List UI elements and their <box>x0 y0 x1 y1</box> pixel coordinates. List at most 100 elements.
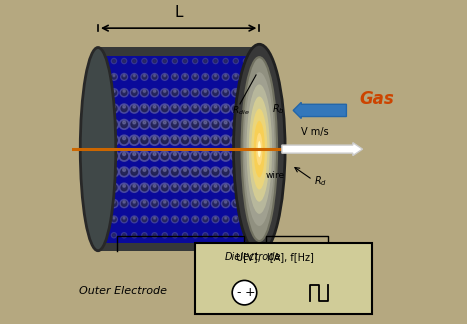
Text: $R_{die}$: $R_{die}$ <box>232 105 249 117</box>
Circle shape <box>110 200 118 208</box>
Ellipse shape <box>241 57 277 241</box>
Circle shape <box>170 183 179 192</box>
Circle shape <box>184 168 186 171</box>
Circle shape <box>221 167 231 177</box>
Circle shape <box>133 201 135 203</box>
Circle shape <box>212 169 219 175</box>
Circle shape <box>231 104 241 113</box>
Circle shape <box>182 216 189 223</box>
Circle shape <box>163 201 166 203</box>
Circle shape <box>121 137 127 144</box>
Circle shape <box>153 168 156 171</box>
Circle shape <box>184 59 187 63</box>
Circle shape <box>129 120 139 129</box>
Circle shape <box>184 75 186 76</box>
Circle shape <box>123 121 126 124</box>
Circle shape <box>170 120 180 129</box>
Circle shape <box>251 167 261 177</box>
Circle shape <box>102 105 105 108</box>
Circle shape <box>152 106 157 111</box>
Circle shape <box>180 104 190 113</box>
Circle shape <box>113 75 115 76</box>
Circle shape <box>212 216 219 223</box>
Circle shape <box>202 169 209 175</box>
Circle shape <box>174 217 176 219</box>
Circle shape <box>151 216 158 223</box>
Circle shape <box>151 74 158 80</box>
Circle shape <box>112 234 116 237</box>
Circle shape <box>129 167 139 177</box>
Circle shape <box>245 105 248 108</box>
Circle shape <box>182 201 188 206</box>
Circle shape <box>149 151 160 161</box>
Circle shape <box>133 90 135 92</box>
Circle shape <box>192 121 198 128</box>
FancyArrow shape <box>282 143 362 156</box>
Circle shape <box>120 200 128 208</box>
Circle shape <box>194 137 197 140</box>
Circle shape <box>193 59 197 63</box>
Circle shape <box>171 88 179 97</box>
Circle shape <box>192 233 198 238</box>
Circle shape <box>103 90 105 92</box>
Circle shape <box>143 137 146 140</box>
Circle shape <box>231 120 241 129</box>
Circle shape <box>173 217 177 222</box>
Circle shape <box>182 185 188 191</box>
Circle shape <box>204 59 207 63</box>
Circle shape <box>242 200 250 208</box>
Circle shape <box>203 217 207 222</box>
Circle shape <box>133 105 135 108</box>
Circle shape <box>182 90 188 95</box>
Circle shape <box>102 234 106 237</box>
Circle shape <box>224 234 227 237</box>
Circle shape <box>109 183 119 192</box>
Circle shape <box>244 75 248 79</box>
Circle shape <box>243 121 249 128</box>
Circle shape <box>113 137 115 140</box>
Circle shape <box>204 121 207 124</box>
Circle shape <box>152 75 157 79</box>
Circle shape <box>193 217 198 222</box>
Circle shape <box>141 216 148 223</box>
Circle shape <box>160 120 170 129</box>
Circle shape <box>173 59 177 63</box>
Circle shape <box>100 216 107 223</box>
Circle shape <box>143 217 145 219</box>
Circle shape <box>202 153 209 159</box>
Circle shape <box>150 183 159 192</box>
Circle shape <box>171 153 178 159</box>
Circle shape <box>142 201 147 206</box>
Circle shape <box>122 75 127 79</box>
Circle shape <box>119 151 129 161</box>
Circle shape <box>245 184 248 187</box>
Circle shape <box>194 201 197 203</box>
Circle shape <box>214 234 217 237</box>
Circle shape <box>194 105 197 108</box>
Circle shape <box>142 185 148 191</box>
Circle shape <box>222 169 229 175</box>
Circle shape <box>203 233 208 238</box>
Circle shape <box>214 137 217 140</box>
Circle shape <box>102 153 106 156</box>
Circle shape <box>163 137 166 140</box>
Circle shape <box>244 153 248 156</box>
FancyArrow shape <box>293 102 347 119</box>
Ellipse shape <box>247 84 272 214</box>
Circle shape <box>244 234 248 237</box>
Circle shape <box>101 233 106 238</box>
Circle shape <box>204 75 206 76</box>
Circle shape <box>132 58 137 64</box>
Circle shape <box>109 104 119 113</box>
Circle shape <box>184 121 186 124</box>
Circle shape <box>224 121 227 124</box>
Ellipse shape <box>251 109 267 190</box>
Circle shape <box>214 217 217 219</box>
Circle shape <box>130 104 139 113</box>
Circle shape <box>101 106 107 111</box>
Circle shape <box>152 90 157 95</box>
Circle shape <box>101 58 106 64</box>
Circle shape <box>153 121 156 124</box>
Circle shape <box>231 135 241 145</box>
Circle shape <box>143 184 146 187</box>
